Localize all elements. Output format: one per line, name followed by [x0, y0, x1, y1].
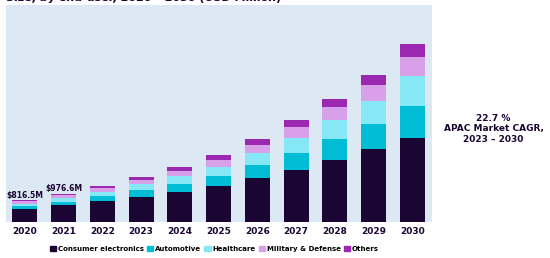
Bar	[167, 171, 192, 176]
Bar	[129, 177, 153, 180]
Bar	[51, 205, 76, 222]
Legend: Consumer electronics, Automotive, Healthcare, Military & Defense, Others: Consumer electronics, Automotive, Health…	[47, 243, 382, 255]
Bar	[51, 195, 76, 198]
Bar	[206, 186, 231, 222]
Bar	[322, 139, 348, 160]
Bar	[322, 99, 348, 107]
Bar	[51, 198, 76, 202]
Bar	[206, 176, 231, 186]
Bar	[400, 106, 425, 138]
Bar	[322, 160, 348, 222]
Bar	[284, 138, 309, 153]
Bar	[90, 196, 115, 201]
Bar	[129, 190, 153, 197]
Bar	[245, 145, 270, 154]
Bar	[361, 75, 386, 85]
Bar	[206, 160, 231, 167]
Bar	[322, 120, 348, 139]
Text: 22.7 %
APAC Market CAGR,
2023 – 2030: 22.7 % APAC Market CAGR, 2023 – 2030	[444, 114, 543, 144]
Bar	[129, 180, 153, 184]
Bar	[167, 176, 192, 184]
Bar	[245, 154, 270, 165]
Bar	[245, 178, 270, 222]
Bar	[167, 184, 192, 191]
Bar	[167, 191, 192, 222]
Bar	[12, 206, 37, 209]
Bar	[90, 188, 115, 191]
Bar	[400, 44, 425, 57]
Text: $816.5M: $816.5M	[7, 191, 43, 200]
Bar	[12, 209, 37, 222]
Bar	[12, 201, 37, 204]
Text: $976.6M: $976.6M	[45, 184, 82, 193]
Bar	[245, 165, 270, 178]
Bar	[90, 201, 115, 222]
Bar	[400, 76, 425, 106]
Bar	[206, 167, 231, 176]
Bar	[400, 57, 425, 76]
Bar	[400, 138, 425, 222]
Bar	[90, 186, 115, 188]
Bar	[129, 184, 153, 190]
Text: Asia Pacific Neuromorphic Computing Market
Size, by end-user, 2020 – 2030 (USD M: Asia Pacific Neuromorphic Computing Mark…	[6, 0, 289, 3]
Bar	[361, 101, 386, 124]
Bar	[284, 120, 309, 127]
Bar	[361, 124, 386, 149]
Bar	[129, 197, 153, 222]
Bar	[167, 167, 192, 171]
Bar	[90, 191, 115, 196]
Bar	[206, 155, 231, 160]
Bar	[322, 107, 348, 120]
Bar	[12, 204, 37, 206]
Bar	[51, 202, 76, 205]
Bar	[284, 170, 309, 222]
Bar	[12, 200, 37, 201]
Bar	[361, 85, 386, 101]
Bar	[51, 194, 76, 195]
Bar	[245, 139, 270, 145]
Bar	[284, 153, 309, 170]
Bar	[361, 149, 386, 222]
Bar	[284, 127, 309, 138]
